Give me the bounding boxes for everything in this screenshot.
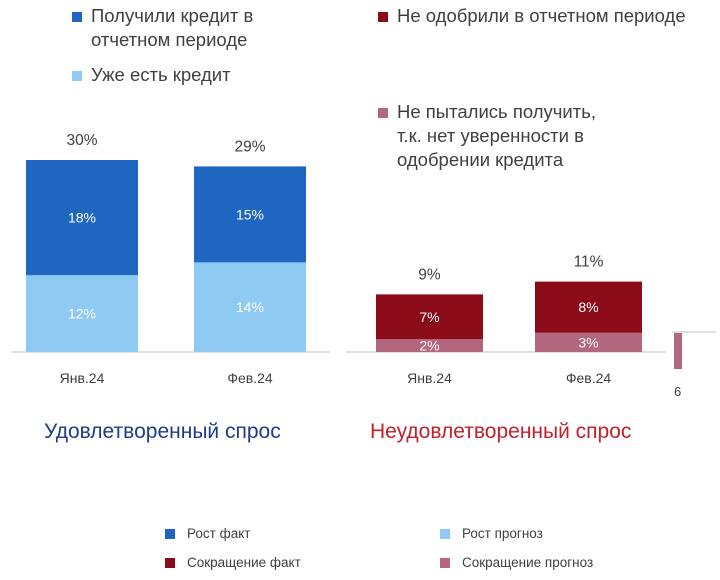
- legend-swatch-received-credit: [72, 12, 82, 22]
- legend-bottom-swatch-growth-fact: [165, 528, 175, 539]
- chart-satisfied-demand: 12% 18% 30% Янв.24 14% 15% 29% Фев.24: [12, 132, 330, 386]
- legend-bottom-decline-prognoz: Сокращение прогноз: [440, 555, 593, 570]
- legend-bottom-label-growth-prognoz: Рост прогноз: [462, 526, 543, 541]
- legend-bottom-growth-fact: Рост факт: [165, 526, 250, 541]
- category-label-unsat-0: Янв.24: [407, 370, 452, 386]
- data-label-sat-1-s1: 15%: [236, 206, 264, 222]
- chart-title-satisfied: Удовлетворенный спрос: [44, 420, 281, 443]
- legend-bottom-label-growth-fact: Рост факт: [187, 526, 251, 541]
- data-label-unsat-1-s1: 8%: [578, 299, 598, 315]
- legend-item-did-not-try: Не пытались получить, т.к. нет увереннос…: [378, 100, 618, 172]
- bar-unsat-1-s0: [535, 332, 642, 352]
- legend-bottom-decline-fact: Сокращение факт: [165, 555, 301, 570]
- legend-item-not-approved: Не одобрили в отчетном периоде: [378, 4, 693, 28]
- legend-bottom-label-decline-fact: Сокращение факт: [187, 555, 301, 570]
- legend-bottom-swatch-decline-fact: [165, 557, 175, 568]
- data-label-unsat-1-s0: 3%: [578, 334, 598, 350]
- data-label-sat-1-s0: 14%: [236, 299, 264, 315]
- total-label-unsat-0: 9%: [418, 266, 441, 283]
- category-label-sat-1: Фев.24: [227, 370, 273, 386]
- total-label-sat-0: 30%: [66, 132, 97, 149]
- edge-fragment-label: 6: [674, 384, 681, 399]
- chart-title-unsatisfied: Неудовлетворенный спрос: [370, 420, 632, 443]
- edge-fragment-bar: [674, 333, 682, 369]
- legend-swatch-did-not-try: [378, 108, 388, 118]
- legend-label-did-not-try: Не пытались получить, т.к. нет увереннос…: [397, 101, 596, 170]
- legend-label-existing-credit: Уже есть кредит: [91, 64, 231, 85]
- legend-swatch-not-approved: [378, 12, 388, 22]
- total-label-unsat-1: 11%: [574, 254, 604, 271]
- category-label-sat-0: Янв.24: [60, 370, 105, 386]
- bar-unsat-1-s1: [535, 281, 642, 333]
- legend-bottom-swatch-growth-prognoz: [440, 528, 450, 539]
- legend-swatch-existing-credit: [72, 71, 82, 81]
- bar-sat-0-s1: [26, 160, 138, 276]
- legend-bottom-swatch-decline-prognoz: [440, 557, 450, 568]
- data-label-unsat-0-s0: 2%: [419, 338, 439, 354]
- bar-unsat-0-s0: [376, 339, 483, 352]
- legend-bottom-label-decline-prognoz: Сокращение прогноз: [462, 555, 594, 570]
- chart-unsatisfied-demand: 2% 7% 9% Янв.24 3% 8% 11% Фев.24: [346, 254, 666, 386]
- data-label-sat-0-s1: 18%: [68, 210, 96, 226]
- legend-item-existing-credit: Уже есть кредит: [72, 63, 287, 87]
- bar-sat-0-s0: [26, 275, 138, 352]
- data-label-unsat-0-s1: 7%: [419, 309, 439, 325]
- bar-sat-1-s1: [194, 166, 306, 263]
- data-label-sat-0-s0: 12%: [68, 306, 96, 322]
- total-label-sat-1: 29%: [234, 138, 265, 155]
- bar-unsat-0-s1: [376, 294, 483, 340]
- edge-fragment: 6: [672, 331, 716, 399]
- category-label-unsat-1: Фев.24: [566, 370, 612, 386]
- legend-bottom-growth-prognoz: Рост прогноз: [440, 526, 543, 541]
- legend-label-not-approved: Не одобрили в отчетном периоде: [397, 5, 686, 26]
- legend-label-received-credit: Получили кредит в отчетном периоде: [91, 5, 254, 50]
- bar-sat-1-s0: [194, 262, 306, 352]
- legend-item-received-credit: Получили кредит в отчетном периоде: [72, 4, 287, 52]
